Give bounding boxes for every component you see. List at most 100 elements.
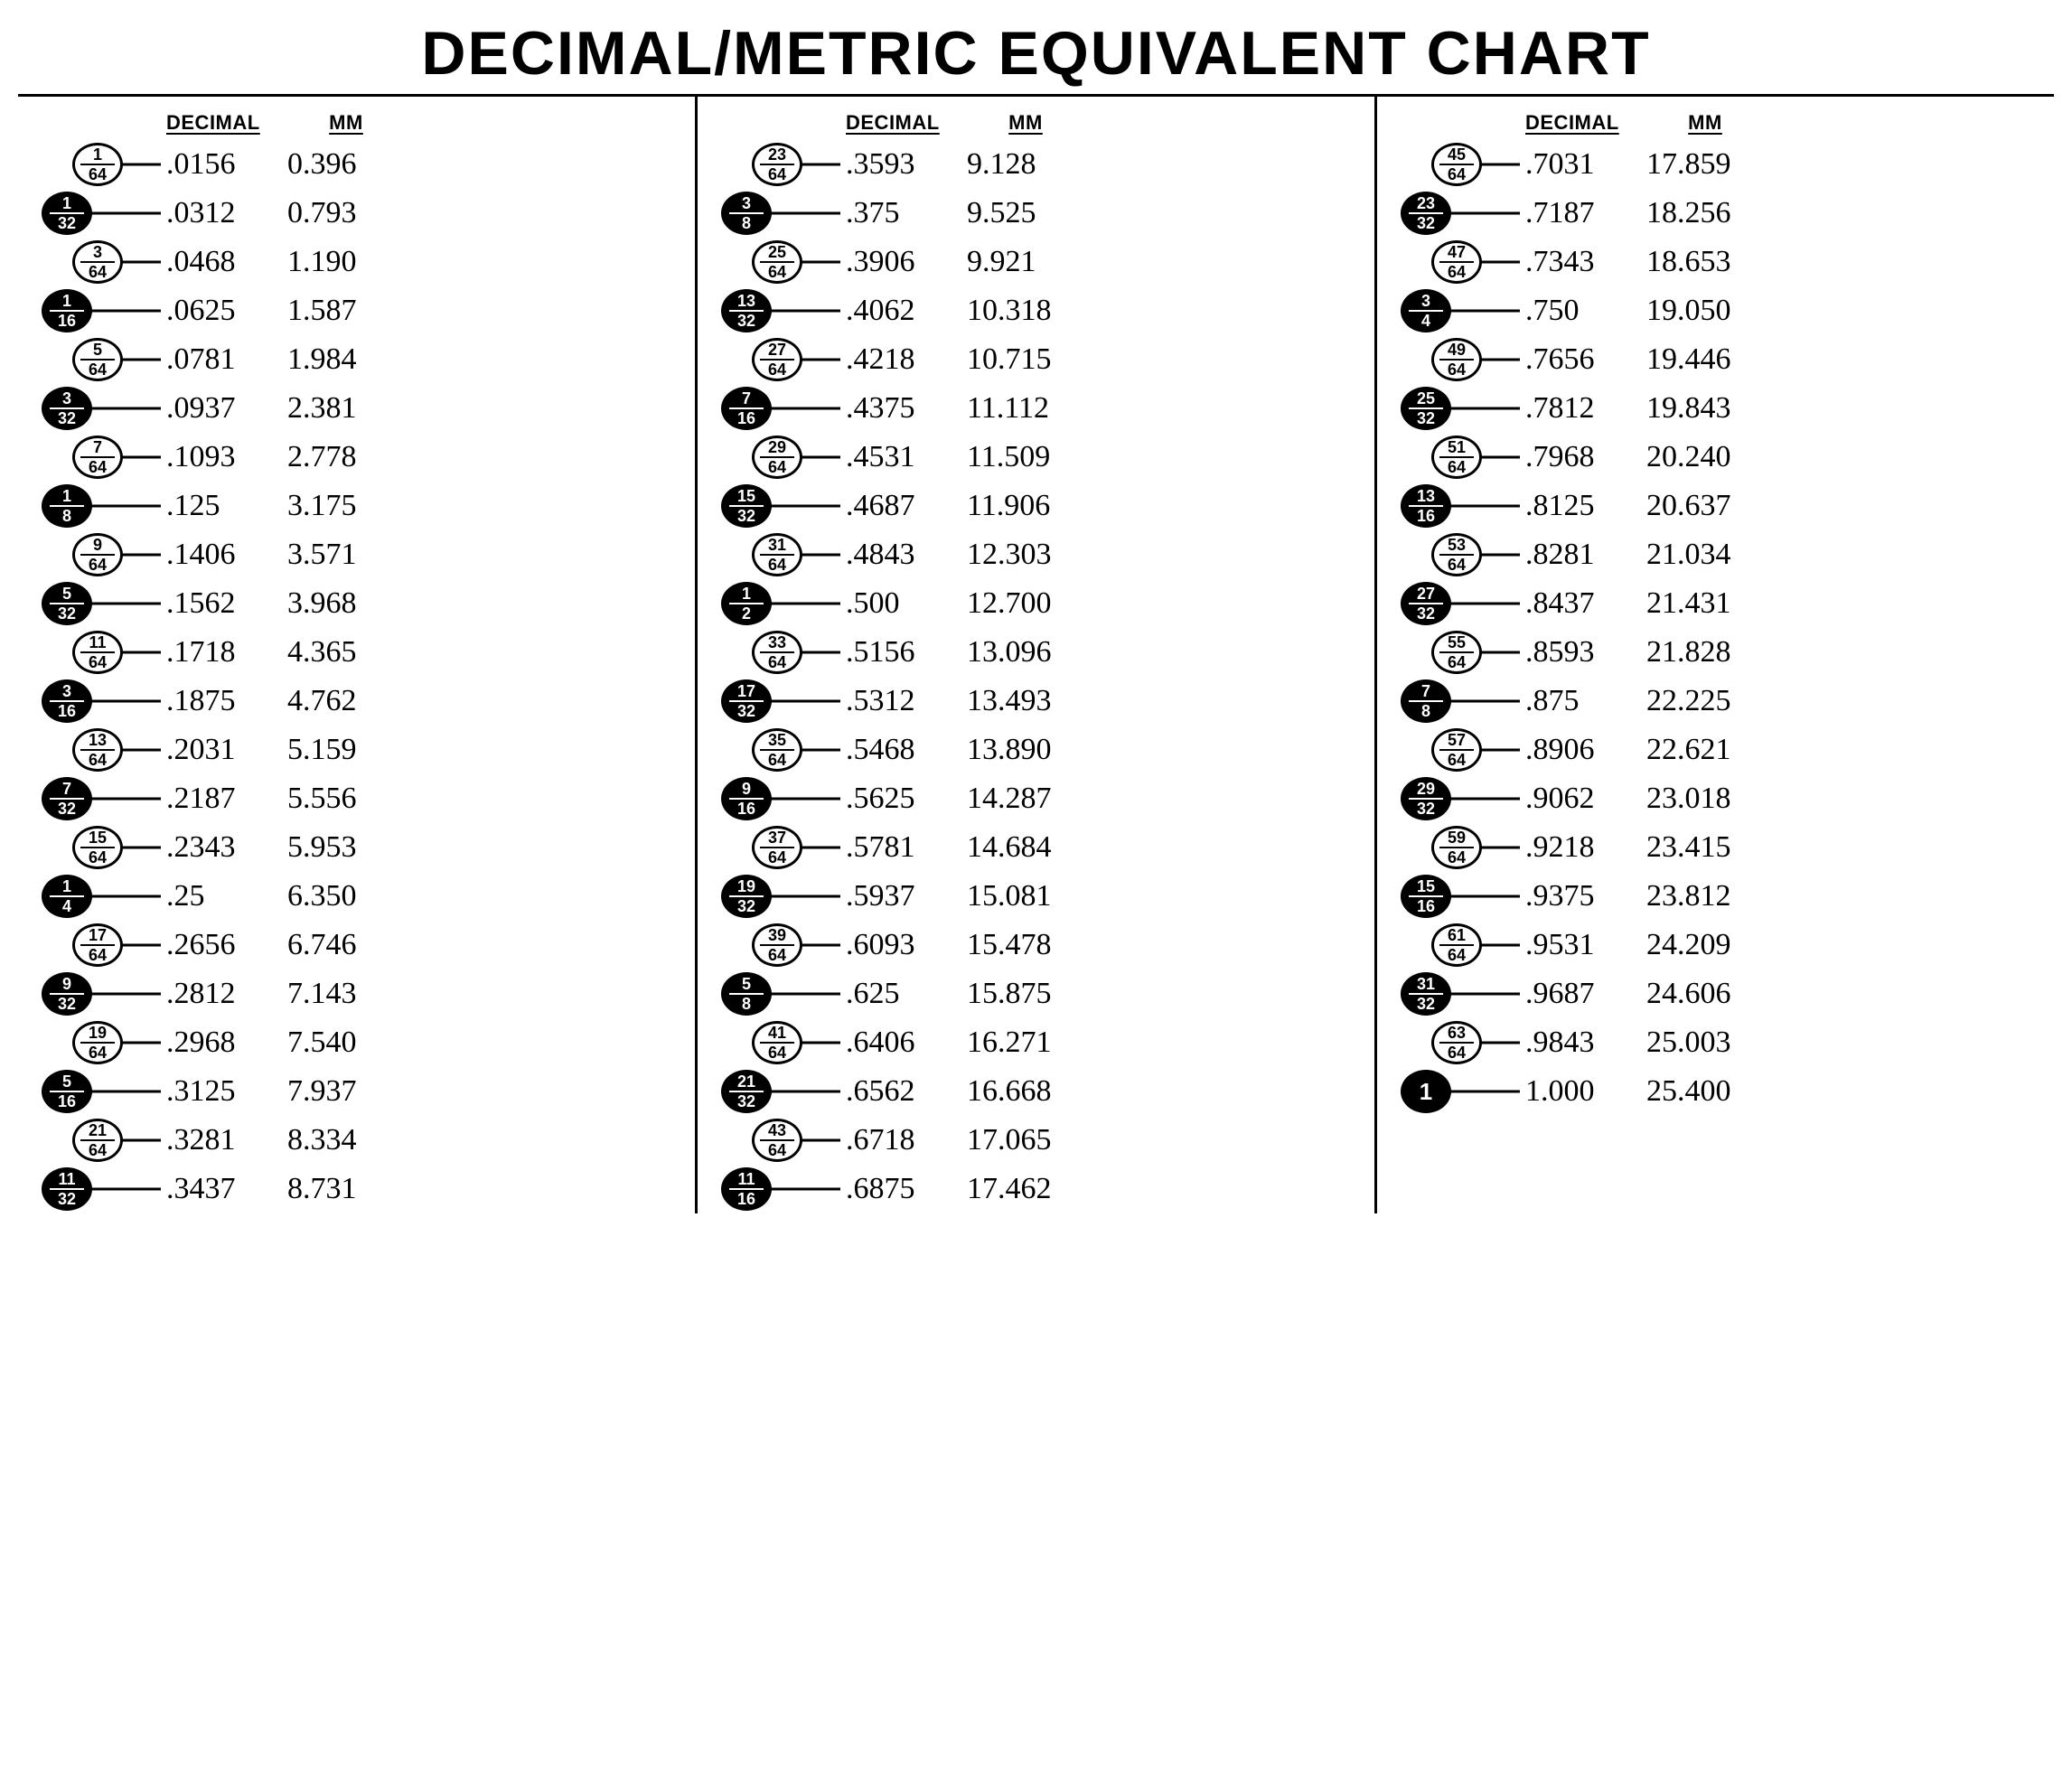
- fraction-denominator: 64: [85, 947, 110, 963]
- fraction-cell: 4564: [1384, 140, 1520, 189]
- fraction-numerator: 21: [734, 1073, 759, 1090]
- fraction-cell: 2764: [705, 335, 840, 384]
- decimal-value: .7031: [1520, 147, 1646, 182]
- table-row: 5564.859321.828: [1384, 628, 2047, 677]
- fraction-denominator: 4: [1418, 313, 1434, 329]
- fraction-denominator: 32: [1413, 801, 1439, 817]
- mm-value: 15.478: [967, 928, 1084, 962]
- fraction-numerator: 41: [764, 1025, 790, 1041]
- fraction-cell: 332: [25, 384, 161, 433]
- fraction-bubble: 716: [721, 387, 772, 430]
- fraction-bubble: 516: [42, 1070, 92, 1113]
- fraction-bubble: 2732: [1401, 582, 1451, 625]
- fraction-bubble: 4164: [752, 1021, 802, 1064]
- fraction-numerator: 35: [764, 732, 790, 748]
- fraction-numerator: 57: [1444, 732, 1469, 748]
- table-row: 2932.906223.018: [1384, 774, 2047, 823]
- fraction-cell: 532: [25, 579, 161, 628]
- mm-value: 23.415: [1646, 830, 1764, 865]
- fraction-numerator: 1: [738, 585, 755, 602]
- decimal-value: .2968: [161, 1026, 287, 1060]
- fraction-bubble: 6364: [1431, 1021, 1482, 1064]
- decimal-value: .6875: [840, 1172, 967, 1206]
- fraction-numerator: 11: [85, 634, 109, 651]
- fraction-bubble: 1116: [721, 1167, 772, 1211]
- table-row: 364.04681.190: [25, 238, 688, 286]
- fraction-denominator: 64: [1444, 752, 1469, 768]
- connector-line: [1446, 505, 1520, 508]
- fraction-cell: 1: [1384, 1067, 1520, 1116]
- fraction-numerator: 15: [1413, 878, 1439, 894]
- fraction-numerator: 13: [85, 732, 110, 748]
- mm-value: 1.984: [287, 342, 405, 377]
- table-row: 4364.671817.065: [705, 1116, 1367, 1165]
- mm-value: 19.843: [1646, 391, 1764, 426]
- fraction-numerator: 15: [734, 488, 759, 504]
- table-row: 3564.546813.890: [705, 726, 1367, 774]
- table-row: 4564 .703117.859: [1384, 140, 2047, 189]
- connector-line: [87, 310, 161, 313]
- fraction-denominator: 16: [734, 1191, 759, 1207]
- table-row: 316.18754.762: [25, 677, 688, 726]
- table-row: 5764.890622.621: [1384, 726, 2047, 774]
- table-row: 916.562514.287: [705, 774, 1367, 823]
- connector-line: [1446, 603, 1520, 605]
- fraction-bubble: 1: [1401, 1070, 1451, 1113]
- fraction-bubble: 732: [42, 777, 92, 820]
- mm-value: 0.793: [287, 196, 405, 230]
- connector-line: [766, 700, 840, 703]
- fraction-denominator: 16: [54, 1093, 80, 1110]
- fraction-cell: 2732: [1384, 579, 1520, 628]
- fraction-cell: 2364: [705, 140, 840, 189]
- mm-value: 23.018: [1646, 782, 1764, 816]
- connector-line: [117, 1139, 161, 1142]
- decimal-value: .0312: [161, 196, 287, 230]
- fraction-cell: 1316: [1384, 482, 1520, 530]
- fraction-numerator: 1: [89, 146, 106, 163]
- fraction-cell: 516: [25, 1067, 161, 1116]
- column-header: DECIMAL MM: [1384, 104, 2047, 135]
- mm-value: 10.318: [967, 294, 1084, 328]
- connector-line: [797, 749, 840, 752]
- fraction-cell: 316: [25, 677, 161, 726]
- connector-line: [87, 700, 161, 703]
- fraction-bubble: 1564: [72, 826, 123, 869]
- mm-value: 23.812: [1646, 879, 1764, 913]
- table-row: 11.00025.400: [1384, 1067, 2047, 1116]
- fraction-denominator: 64: [764, 459, 790, 475]
- table-row: 1316.812520.637: [1384, 482, 2047, 530]
- connector-line: [797, 847, 840, 849]
- decimal-value: .6718: [840, 1123, 967, 1157]
- fraction-denominator: 64: [85, 166, 110, 183]
- table-row: 1532.468711.906: [705, 482, 1367, 530]
- fraction-numerator: 53: [1444, 537, 1469, 553]
- fraction-cell: 4364: [705, 1116, 840, 1165]
- fraction-cell: 2164: [25, 1116, 161, 1165]
- fraction-numerator: 39: [764, 927, 790, 943]
- fraction-cell: 1732: [705, 677, 840, 726]
- column-header: DECIMAL MM: [705, 104, 1367, 135]
- mm-value: 10.715: [967, 342, 1084, 377]
- fraction-bubble: 2964: [752, 436, 802, 479]
- fraction-cell: 1116: [705, 1165, 840, 1213]
- connector-line: [1446, 993, 1520, 996]
- decimal-value: .9218: [1520, 830, 1646, 865]
- fraction-denominator: 8: [1418, 703, 1434, 719]
- connector-line: [117, 359, 161, 361]
- fraction-bubble: 5364: [1431, 533, 1482, 576]
- mm-value: 15.875: [967, 977, 1084, 1011]
- mm-value: 6.350: [287, 879, 405, 913]
- connector-line: [766, 407, 840, 410]
- fraction-numerator: 17: [85, 927, 110, 943]
- mm-value: 17.859: [1646, 147, 1764, 182]
- column-3: DECIMAL MM 4564.703117.8592332.718718.25…: [1374, 97, 2054, 1213]
- fraction-cell: 2932: [1384, 774, 1520, 823]
- table-row: 4164.640616.271: [705, 1018, 1367, 1067]
- connector-line: [797, 944, 840, 947]
- connector-line: [1477, 944, 1520, 947]
- fraction-numerator: 3: [59, 390, 75, 407]
- fraction-bubble: 4564: [1431, 143, 1482, 186]
- fraction-numerator: 3: [1418, 293, 1434, 309]
- fraction-numerator: 1: [59, 488, 75, 504]
- fraction-cell: 132: [25, 189, 161, 238]
